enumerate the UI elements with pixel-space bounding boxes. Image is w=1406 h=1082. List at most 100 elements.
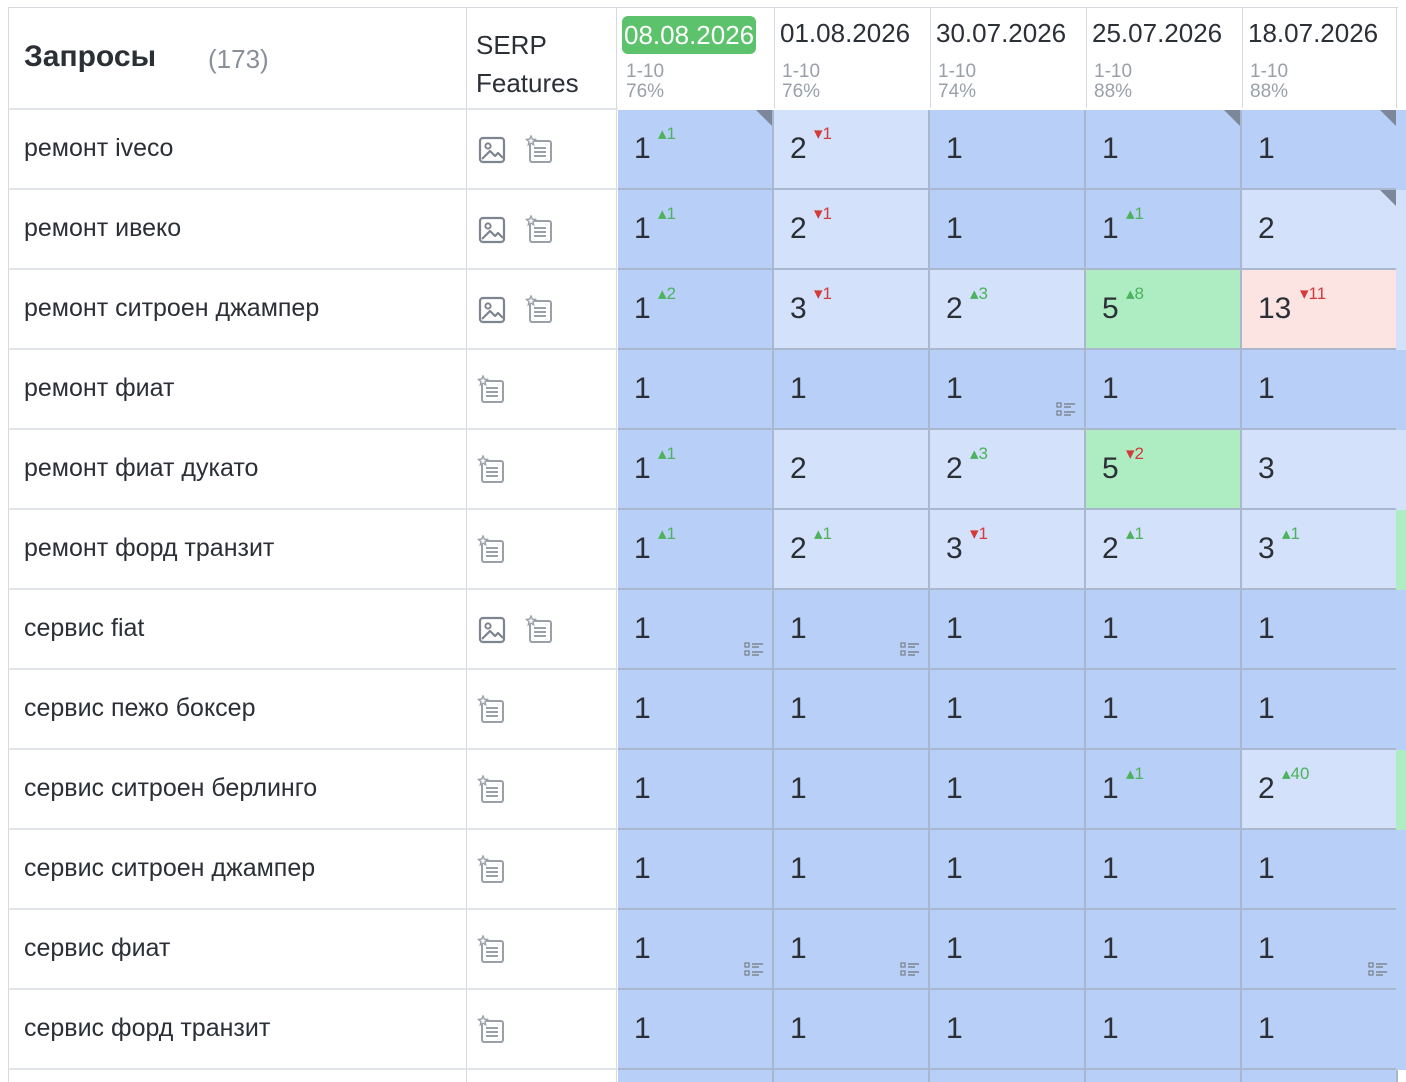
- position-cell[interactable]: 1: [618, 590, 774, 670]
- position-cell[interactable]: 1 ▴1: [618, 430, 774, 510]
- query-text[interactable]: ремонт ивеко: [24, 214, 182, 242]
- position-cell[interactable]: 1: [930, 190, 1086, 270]
- query-text[interactable]: ремонт форд транзит: [24, 534, 275, 562]
- date-column-header[interactable]: 30.07.2026: [936, 18, 1067, 48]
- image-icon[interactable]: [477, 135, 507, 165]
- snippet-icon[interactable]: [476, 854, 507, 885]
- position-value: 2: [790, 532, 807, 565]
- position-cell[interactable]: 2 ▾1: [774, 110, 930, 190]
- query-text[interactable]: сервис ситроен берлинго: [24, 774, 318, 802]
- image-icon[interactable]: [477, 215, 507, 245]
- position-value: 1: [1102, 132, 1119, 165]
- position-cell[interactable]: 13 ▾11: [1242, 270, 1398, 350]
- position-cell[interactable]: 2 ▴1: [1086, 510, 1242, 590]
- query-text[interactable]: ремонт фиат дукато: [24, 454, 259, 482]
- query-text[interactable]: сервис ситроен джампер: [24, 854, 316, 882]
- snippet-icon[interactable]: [476, 1014, 507, 1045]
- position-cell[interactable]: 1: [1086, 830, 1242, 910]
- snippet-icon[interactable]: [476, 374, 507, 405]
- position-cell[interactable]: 1: [774, 990, 930, 1070]
- position-cell[interactable]: 1: [1242, 670, 1398, 750]
- position-cell[interactable]: 3 ▾1: [774, 270, 930, 350]
- position-cell[interactable]: 1: [618, 750, 774, 830]
- date-column-header[interactable]: 18.07.2026: [1248, 18, 1379, 48]
- position-cell[interactable]: 1: [930, 830, 1086, 910]
- query-text[interactable]: сервис форд транзит: [24, 1014, 271, 1042]
- query-text[interactable]: сервис fiat: [24, 614, 145, 642]
- position-cell[interactable]: 2: [774, 430, 930, 510]
- note-corner-icon[interactable]: [1380, 190, 1396, 206]
- position-cell[interactable]: 1: [1086, 670, 1242, 750]
- position-cell[interactable]: 1 ▴1: [1086, 190, 1242, 270]
- snippet-icon[interactable]: [476, 534, 507, 565]
- position-cell[interactable]: 1: [774, 590, 930, 670]
- snippet-icon[interactable]: [476, 454, 507, 485]
- note-corner-icon[interactable]: [756, 110, 772, 126]
- position-cell[interactable]: 1: [930, 750, 1086, 830]
- position-cell[interactable]: 1: [1086, 110, 1242, 190]
- position-cell[interactable]: 1: [618, 910, 774, 990]
- position-cell[interactable]: 1: [618, 350, 774, 430]
- position-cell[interactable]: 1: [774, 830, 930, 910]
- position-cell[interactable]: 2 ▴3: [930, 270, 1086, 350]
- position-cell[interactable]: 1: [1086, 990, 1242, 1070]
- position-cell[interactable]: 1: [930, 670, 1086, 750]
- date-column-header[interactable]: 08.08.2026: [622, 16, 757, 54]
- snippet-icon[interactable]: [524, 134, 555, 165]
- position-cell[interactable]: 2 ▾1: [774, 190, 930, 270]
- query-text[interactable]: сервис пежо боксер: [24, 694, 256, 722]
- position-cell[interactable]: 1: [930, 910, 1086, 990]
- position-cell[interactable]: 3: [1242, 430, 1398, 510]
- snippet-icon[interactable]: [476, 934, 507, 965]
- note-corner-icon[interactable]: [1380, 110, 1396, 126]
- position-cell[interactable]: 1: [1242, 990, 1398, 1070]
- snippet-icon[interactable]: [524, 294, 555, 325]
- position-cell[interactable]: 1: [1242, 910, 1398, 990]
- position-cell[interactable]: 5 ▾2: [1086, 430, 1242, 510]
- position-cell[interactable]: 2: [1242, 190, 1398, 270]
- position-cell[interactable]: 1: [1242, 830, 1398, 910]
- position-cell[interactable]: 3 ▾1: [930, 510, 1086, 590]
- position-cell[interactable]: 1: [1242, 350, 1398, 430]
- position-cell[interactable]: 1: [930, 590, 1086, 670]
- position-cell[interactable]: 2 ▴1: [774, 510, 930, 590]
- position-cell[interactable]: 1 ▴2: [618, 270, 774, 350]
- snippet-icon[interactable]: [524, 214, 555, 245]
- position-down-change: ▾1: [814, 284, 832, 303]
- position-cell[interactable]: 1: [618, 670, 774, 750]
- position-cell[interactable]: 3 ▴1: [1242, 510, 1398, 590]
- snippet-icon[interactable]: [524, 614, 555, 645]
- position-cell[interactable]: 1: [618, 990, 774, 1070]
- position-cell[interactable]: 1 ▴1: [1086, 750, 1242, 830]
- query-text[interactable]: ремонт фиат: [24, 374, 175, 402]
- position-cell[interactable]: 1: [774, 910, 930, 990]
- position-cell[interactable]: 1: [1242, 110, 1398, 190]
- image-icon[interactable]: [477, 295, 507, 325]
- query-text[interactable]: ремонт iveco: [24, 134, 174, 162]
- image-icon[interactable]: [477, 615, 507, 645]
- position-cell[interactable]: 1: [774, 350, 930, 430]
- snippet-icon[interactable]: [476, 694, 507, 725]
- position-cell[interactable]: 1: [774, 750, 930, 830]
- position-cell[interactable]: 1: [1086, 590, 1242, 670]
- position-cell[interactable]: 1: [618, 830, 774, 910]
- position-cell[interactable]: 1: [1242, 590, 1398, 670]
- date-column-header[interactable]: 25.07.2026: [1092, 18, 1223, 48]
- position-cell[interactable]: 2 ▴3: [930, 430, 1086, 510]
- position-cell[interactable]: 1: [930, 350, 1086, 430]
- position-cell[interactable]: 1: [774, 670, 930, 750]
- position-cell[interactable]: 1 ▴1: [618, 110, 774, 190]
- position-cell[interactable]: 1: [1086, 350, 1242, 430]
- position-cell[interactable]: 2 ▴40: [1242, 750, 1398, 830]
- date-column-header[interactable]: 01.08.2026: [780, 18, 911, 48]
- position-cell[interactable]: 1: [1086, 910, 1242, 990]
- query-text[interactable]: сервис фиат: [24, 934, 171, 962]
- position-cell[interactable]: 1 ▴1: [618, 190, 774, 270]
- query-text[interactable]: ремонт ситроен джампер: [24, 294, 320, 322]
- position-cell[interactable]: 5 ▴8: [1086, 270, 1242, 350]
- position-cell[interactable]: 1: [930, 110, 1086, 190]
- position-cell[interactable]: 1: [930, 990, 1086, 1070]
- snippet-icon[interactable]: [476, 774, 507, 805]
- position-cell[interactable]: 1 ▴1: [618, 510, 774, 590]
- note-corner-icon[interactable]: [1224, 110, 1240, 126]
